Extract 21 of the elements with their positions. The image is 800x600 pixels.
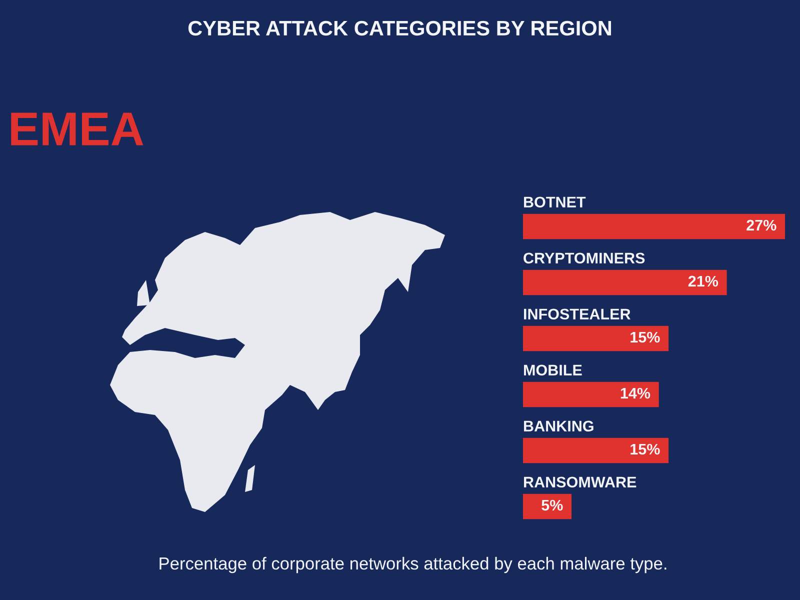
y-tick-label: BANKING [524,420,594,432]
y-tick-label: BOTNET [524,196,586,208]
bar [523,382,659,408]
bar [523,270,727,296]
data-label: 21% [688,276,718,287]
data-label: 15% [630,332,660,343]
bar [523,438,669,464]
text: Percentage of corporate networks attacked by each malware type. [160,556,666,574]
y-tick-label: MOBILE [524,364,582,376]
bar [523,494,572,520]
data-label: 14% [620,388,650,399]
data-label: 27% [746,220,776,231]
y-tick-label: CRYPTOMINERS [524,252,645,264]
bar [523,326,669,352]
bar [523,214,785,240]
text: EMEA [11,112,144,146]
data-label: 5% [542,500,563,511]
y-tick-label: RANSOMWARE [524,476,636,488]
chart-title: CYBER ATTACK CATEGORIES BY REGION [188,20,612,36]
data-label: 15% [630,444,660,455]
y-tick-label: INFOSTEALER [524,308,630,320]
